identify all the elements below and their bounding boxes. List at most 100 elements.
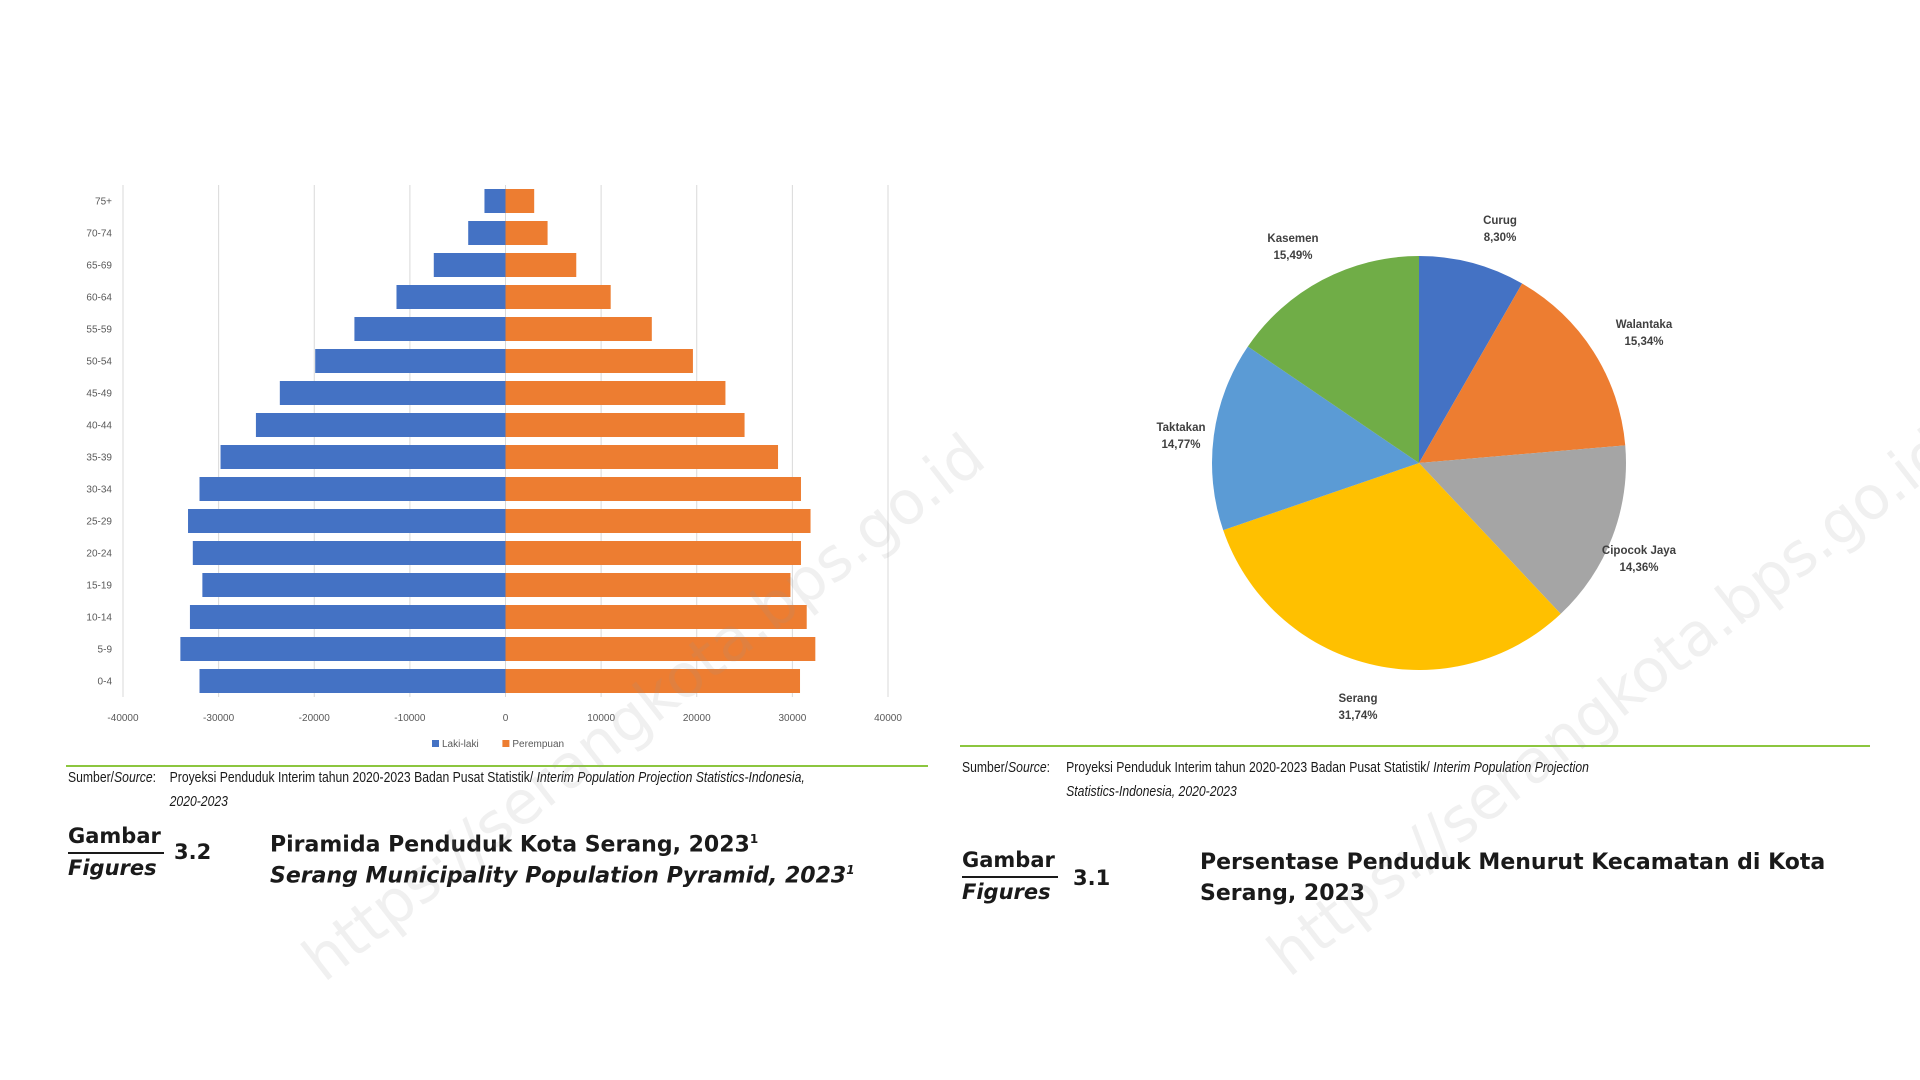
bar-perempuan — [505, 509, 811, 533]
x-tick-label: 0 — [503, 713, 509, 724]
source-label-italic: Source — [114, 770, 153, 786]
age-group-label: 30-34 — [86, 485, 112, 496]
pie-slice-percent: 14,36% — [1619, 562, 1658, 574]
pie-slice-name: Taktakan — [1156, 422, 1205, 434]
bar-laki-laki — [468, 221, 506, 245]
pie-slice-name: Cipocok Jaya — [1602, 545, 1677, 557]
age-group-label: 20-24 — [86, 549, 112, 560]
bar-perempuan — [505, 573, 791, 597]
pie-title-line1: Persentase Penduduk Menurut Kecamatan di… — [1200, 850, 1826, 875]
age-group-label: 40-44 — [86, 421, 112, 432]
age-group-label: 15-19 — [86, 581, 112, 592]
figure-word-en: Figures — [68, 856, 157, 880]
age-group-label: 60-64 — [86, 293, 112, 304]
bar-perempuan — [505, 317, 652, 341]
x-tick-label: 10000 — [587, 713, 615, 724]
source-colon: : — [152, 770, 157, 786]
bar-perempuan — [505, 445, 779, 469]
pie-divider — [960, 745, 1870, 747]
bar-perempuan — [505, 285, 611, 309]
pie-slice-percent: 31,74% — [1338, 710, 1377, 722]
bar-laki-laki — [199, 477, 506, 501]
bar-laki-laki — [255, 413, 506, 437]
legend-label: Perempuan — [512, 739, 564, 750]
source-text: Proyeksi Penduduk Interim tahun 2020-202… — [1066, 760, 1434, 776]
bar-laki-laki — [189, 605, 506, 629]
pie-slice-percent: 15,34% — [1624, 336, 1663, 348]
figure-word-en: Figures — [962, 880, 1051, 904]
source-label: Sumber/ — [68, 770, 115, 786]
figure-number: 3.2 — [174, 840, 212, 864]
bar-laki-laki — [396, 285, 506, 309]
bar-perempuan — [505, 381, 726, 405]
pie-slice-name: Curug — [1483, 215, 1517, 227]
title-id-sup: 1 — [749, 832, 759, 846]
bar-laki-laki — [202, 573, 506, 597]
legend-swatch — [502, 740, 510, 747]
bar-laki-laki — [484, 189, 506, 213]
age-group-label: 75+ — [95, 197, 112, 208]
bar-laki-laki — [192, 541, 506, 565]
legend-swatch — [432, 740, 439, 747]
source-label-italic: Source — [1008, 760, 1047, 776]
source-text-italic: Interim Population Projection Statistics… — [169, 770, 805, 810]
figure-number: 3.1 — [1073, 866, 1111, 890]
pie-svg: Curug 8,30% Walantaka 15,34% Cipocok Jaya 14,… — [1156, 215, 1677, 722]
bar-perempuan — [505, 253, 577, 277]
x-tick-label: -10000 — [394, 713, 426, 724]
bar-perempuan — [505, 413, 745, 437]
bar-perempuan — [505, 669, 801, 693]
x-tick-label: 20000 — [683, 713, 711, 724]
pie-slice-name: Kasemen — [1267, 233, 1318, 245]
source-text: Proyeksi Penduduk Interim tahun 2020-202… — [169, 770, 537, 786]
source-colon: : — [1046, 760, 1051, 776]
age-group-label: 55-59 — [86, 325, 112, 336]
pyramid-title-en: Serang Municipality Population Pyramid, … — [270, 855, 855, 891]
x-tick-label: 30000 — [778, 713, 806, 724]
bar-perempuan — [505, 349, 693, 373]
title-id-text: Piramida Penduduk Kota Serang, 2023 — [270, 832, 750, 858]
pie-slice-percent: 8,30% — [1484, 232, 1517, 244]
source-label: Sumber/ — [962, 760, 1009, 776]
bar-laki-laki — [433, 253, 506, 277]
bar-perempuan — [505, 637, 816, 661]
bar-laki-laki — [220, 445, 506, 469]
age-group-label: 0-4 — [98, 677, 113, 688]
pyramid-source: Sumber/Source: Proyeksi Penduduk Interim… — [68, 766, 807, 826]
figure-word-id: Gambar — [68, 824, 161, 848]
figure-word-underline — [68, 852, 164, 854]
pie-slice — [1212, 346, 1419, 531]
pie-slice-name: Walantaka — [1616, 319, 1673, 331]
pyramid-title-id: Piramida Penduduk Kota Serang, 20231 — [270, 824, 758, 860]
bar-laki-laki — [354, 317, 506, 341]
figure-word-underline — [962, 876, 1058, 878]
bar-perempuan — [505, 605, 807, 629]
x-tick-label: -30000 — [203, 713, 235, 724]
x-tick-label: 40000 — [874, 713, 902, 724]
age-group-label: 65-69 — [86, 261, 112, 272]
bar-laki-laki — [279, 381, 506, 405]
age-group-label: 50-54 — [86, 357, 112, 368]
age-group-label: 35-39 — [86, 453, 112, 464]
bar-perempuan — [505, 477, 801, 501]
x-tick-label: -40000 — [107, 713, 139, 724]
pie-slice-percent: 14,77% — [1161, 439, 1200, 451]
age-group-label: 25-29 — [86, 517, 112, 528]
bar-laki-laki — [315, 349, 506, 373]
age-group-label: 70-74 — [86, 229, 112, 240]
pyramid-divider — [66, 765, 928, 767]
age-group-label: 10-14 — [86, 613, 112, 624]
title-en-sup: 1 — [846, 863, 855, 877]
source-text-italic: Interim Population Projection Statistics… — [1066, 760, 1589, 800]
pyramid-svg: -40000 -30000 -20000 -10000 0 10000 20000 30000… — [86, 185, 902, 750]
legend-label: Laki-laki — [442, 739, 479, 750]
bar-laki-laki — [199, 669, 506, 693]
pie-slice — [1419, 283, 1626, 463]
district-pie-chart: Curug 8,30% Walantaka 15,34% Cipocok Jaya 14,… — [960, 182, 1870, 742]
pie-slice-name: Serang — [1339, 693, 1378, 705]
age-group-label: 5-9 — [98, 645, 113, 656]
title-en-text: Serang Municipality Population Pyramid, … — [270, 863, 847, 889]
x-tick-label: -20000 — [299, 713, 331, 724]
bar-laki-laki — [188, 509, 506, 533]
bar-laki-laki — [180, 637, 506, 661]
